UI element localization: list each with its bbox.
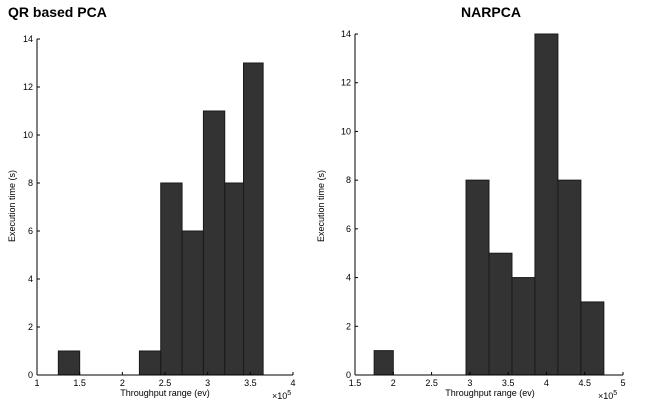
x-tick-label: 5 xyxy=(620,378,625,388)
y-tick-label: 14 xyxy=(23,34,33,44)
x-tick-label: 2.5 xyxy=(425,378,438,388)
chart-qr-based-pca: QR based PCA Execution time (s) Throughp… xyxy=(7,4,296,401)
y-axis-label: Execution time (s) xyxy=(316,170,326,242)
x-axis-multiplier: ×105 xyxy=(598,390,617,401)
y-tick-label: 10 xyxy=(23,130,33,140)
chart-title: QR based PCA xyxy=(8,4,107,20)
y-tick-label: 4 xyxy=(346,273,351,283)
histogram-bar-2 xyxy=(138,350,162,376)
histogram-bar-7 xyxy=(580,301,605,376)
x-axis-multiplier: ×105 xyxy=(272,390,291,401)
x-tick-label: 2 xyxy=(120,378,125,388)
x-tick-label: 1.5 xyxy=(349,378,362,388)
x-tick-label: 1.5 xyxy=(73,378,86,388)
y-tick-label: 12 xyxy=(23,82,33,92)
histogram-bar-5 xyxy=(534,33,559,376)
y-tick-label: 0 xyxy=(28,370,33,380)
y-tick-label: 2 xyxy=(346,321,351,331)
x-tick-label: 1 xyxy=(34,378,39,388)
x-axis-label: Throughput range (ev) xyxy=(120,388,210,398)
x-tick-label: 3 xyxy=(467,378,472,388)
y-tick-label: 14 xyxy=(341,29,351,39)
histogram-bar-3 xyxy=(488,252,513,376)
y-tick-label: 10 xyxy=(341,126,351,136)
histogram-bar-6 xyxy=(224,182,245,376)
histogram-bar-7 xyxy=(243,62,264,376)
y-tick-label: 8 xyxy=(28,178,33,188)
y-tick-label: 12 xyxy=(341,78,351,88)
y-tick-label: 8 xyxy=(346,175,351,185)
histogram-bar-4 xyxy=(181,230,204,376)
histogram-bar-1 xyxy=(373,350,394,376)
histogram-bar-2 xyxy=(465,179,490,376)
x-tick-label: 3.5 xyxy=(502,378,515,388)
x-tick-label: 3.5 xyxy=(244,378,257,388)
y-tick-label: 0 xyxy=(346,370,351,380)
y-axis-label: Execution time (s) xyxy=(7,170,17,242)
x-axis-label: Throughput range (ev) xyxy=(445,388,535,398)
y-tick-label: 6 xyxy=(28,226,33,236)
x-tick-label: 2.5 xyxy=(159,378,172,388)
x-tick-label: 4 xyxy=(544,378,549,388)
x-tick-label: 4 xyxy=(290,378,295,388)
x-tick-label: 2 xyxy=(391,378,396,388)
histogram-bar-1 xyxy=(57,350,81,376)
histogram-bar-3 xyxy=(160,182,183,376)
x-tick-label: 4.5 xyxy=(578,378,591,388)
histogram-bar-4 xyxy=(511,277,536,376)
chart-title: NARPCA xyxy=(461,4,521,20)
chart-narpca: NARPCA Execution time (s) Throughput ran… xyxy=(316,4,626,401)
histogram-bar-6 xyxy=(557,179,582,376)
histogram-bar-5 xyxy=(202,110,226,376)
x-tick-label: 3 xyxy=(205,378,210,388)
y-tick-label: 4 xyxy=(28,274,33,284)
y-tick-label: 2 xyxy=(28,322,33,332)
y-tick-label: 6 xyxy=(346,224,351,234)
